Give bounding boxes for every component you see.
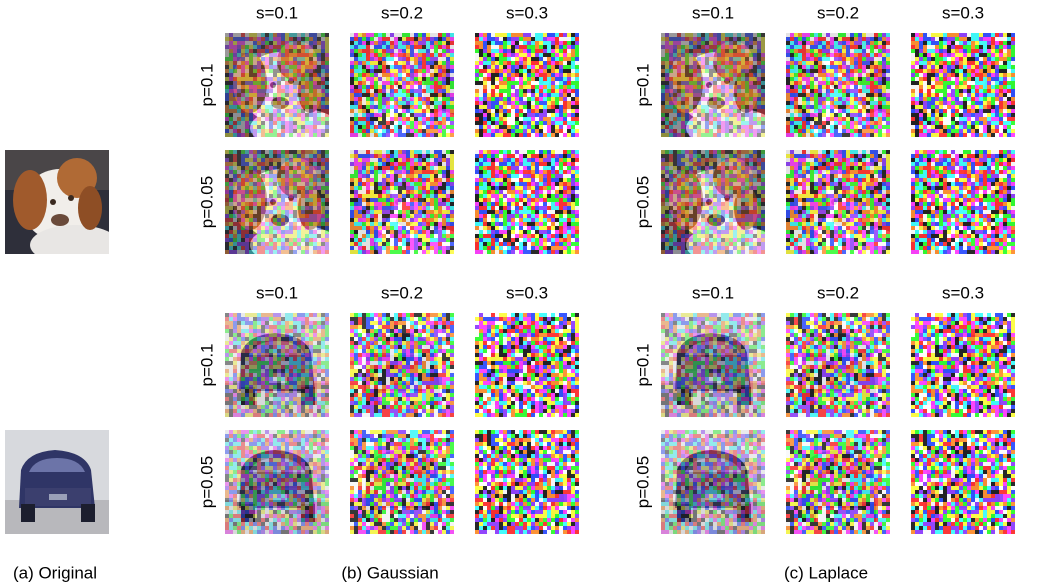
row-label: p=0.05 xyxy=(633,456,652,508)
image xyxy=(786,430,890,534)
row-label: p=0.1 xyxy=(197,343,216,386)
noise-overlay xyxy=(661,33,765,137)
image xyxy=(5,150,120,265)
image xyxy=(225,150,340,265)
image xyxy=(661,313,765,417)
image xyxy=(661,33,776,148)
image xyxy=(661,430,765,534)
image xyxy=(786,150,901,265)
image xyxy=(475,150,590,265)
image xyxy=(911,313,1015,417)
image-content xyxy=(5,430,109,534)
image xyxy=(661,150,776,265)
image xyxy=(911,150,1026,265)
image-content xyxy=(5,150,120,265)
caption: (a) Original xyxy=(13,563,97,582)
column-label: s=0.3 xyxy=(942,283,984,302)
noise-overlay xyxy=(786,430,890,534)
noise-overlay xyxy=(475,150,579,254)
image xyxy=(786,33,901,148)
image xyxy=(225,313,329,417)
image xyxy=(225,33,340,148)
caption: (c) Laplace xyxy=(784,563,868,582)
column-label: s=0.1 xyxy=(692,3,734,22)
column-label: s=0.2 xyxy=(817,3,859,22)
noise-overlay xyxy=(350,150,454,254)
figure: (a) Original s=0.1 s=0.2 s=0.3 p=0.1 p=0.05 s=… xyxy=(0,0,1039,587)
row-label: p=0.05 xyxy=(197,456,216,508)
image xyxy=(350,430,454,534)
row-label: p=0.05 xyxy=(197,176,216,228)
column-label: s=0.1 xyxy=(256,283,298,302)
column-label: s=0.2 xyxy=(381,283,423,302)
noise-overlay xyxy=(475,430,579,534)
noise-overlay xyxy=(786,313,890,417)
noise-overlay xyxy=(661,430,765,534)
image xyxy=(350,33,465,148)
noise-overlay xyxy=(350,313,454,417)
row-label: p=0.1 xyxy=(197,63,216,106)
image xyxy=(475,33,590,148)
image xyxy=(475,430,579,534)
noise-overlay xyxy=(661,313,765,417)
image xyxy=(786,313,890,417)
noise-overlay xyxy=(786,150,890,254)
caption: (b) Gaussian xyxy=(341,563,438,582)
noise-overlay xyxy=(475,33,579,137)
column-label: s=0.2 xyxy=(381,3,423,22)
image xyxy=(350,313,454,417)
image xyxy=(5,430,109,534)
noise-overlay xyxy=(350,33,454,137)
row-label: p=0.1 xyxy=(633,343,652,386)
row-label: p=0.05 xyxy=(633,176,652,228)
noise-overlay xyxy=(911,430,1015,534)
noise-overlay xyxy=(661,150,765,254)
noise-overlay xyxy=(350,430,454,534)
row-label: p=0.1 xyxy=(633,63,652,106)
noise-overlay xyxy=(225,430,329,534)
noise-overlay xyxy=(225,33,329,137)
column-label: s=0.1 xyxy=(256,3,298,22)
column-label: s=0.3 xyxy=(506,3,548,22)
column-label: s=0.2 xyxy=(817,283,859,302)
image xyxy=(911,430,1015,534)
column-label: s=0.1 xyxy=(692,283,734,302)
noise-overlay xyxy=(911,313,1015,417)
image xyxy=(225,430,329,534)
column-label: s=0.3 xyxy=(942,3,984,22)
image xyxy=(350,150,465,265)
image xyxy=(475,313,579,417)
noise-overlay xyxy=(786,33,890,137)
column-label: s=0.3 xyxy=(506,283,548,302)
noise-overlay xyxy=(225,313,329,417)
noise-overlay xyxy=(475,313,579,417)
noise-overlay xyxy=(911,150,1015,254)
noise-overlay xyxy=(225,150,329,254)
image xyxy=(911,33,1026,148)
noise-overlay xyxy=(911,33,1015,137)
